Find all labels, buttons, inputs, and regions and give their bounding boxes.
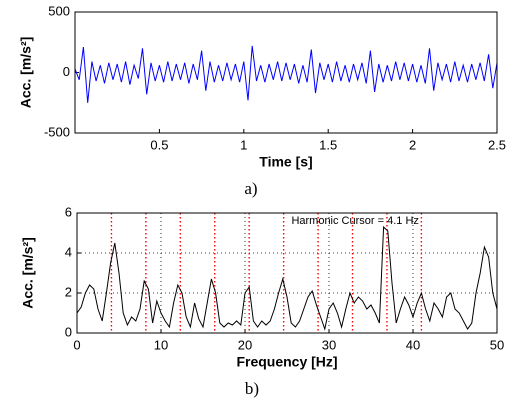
x-tick-label: 1.5 [319, 137, 337, 152]
x-tick-label: 40 [406, 337, 420, 352]
y-tick-label: 2 [65, 284, 72, 299]
caption: a) [244, 179, 257, 198]
x-tick-label: 2.5 [488, 137, 506, 152]
x-axis-label: Time [s] [259, 154, 312, 170]
x-tick-label: 0.5 [150, 137, 168, 152]
y-tick-label: 4 [65, 244, 72, 259]
y-tick-label: 0 [65, 324, 72, 339]
y-tick-label: 0 [63, 64, 70, 79]
plot-area [75, 12, 497, 133]
data-line [76, 225, 498, 331]
x-tick-label: 20 [238, 337, 252, 352]
x-tick-label: 1 [240, 137, 247, 152]
x-tick-label: 2 [409, 137, 416, 152]
x-tick-label: 30 [322, 337, 336, 352]
annotation: Harmonic Cursor = 4.1 Hz [291, 215, 418, 227]
caption: b) [245, 379, 259, 398]
plot-frame [74, 11, 498, 134]
x-axis-label: Frequency [Hz] [236, 354, 337, 370]
y-axis-label: Acc. [m/s²] [18, 37, 34, 109]
y-axis-label: Acc. [m/s²] [20, 237, 36, 309]
y-tick-label: 500 [48, 3, 70, 18]
x-tick-label: 10 [154, 337, 168, 352]
y-tick-label: -500 [44, 124, 70, 139]
x-tick-label: 0 [73, 337, 80, 352]
plot-frame [76, 212, 498, 334]
y-tick-label: 6 [65, 204, 72, 219]
data-line [74, 45, 498, 103]
plot-area [77, 213, 497, 333]
x-tick-label: 50 [490, 337, 504, 352]
